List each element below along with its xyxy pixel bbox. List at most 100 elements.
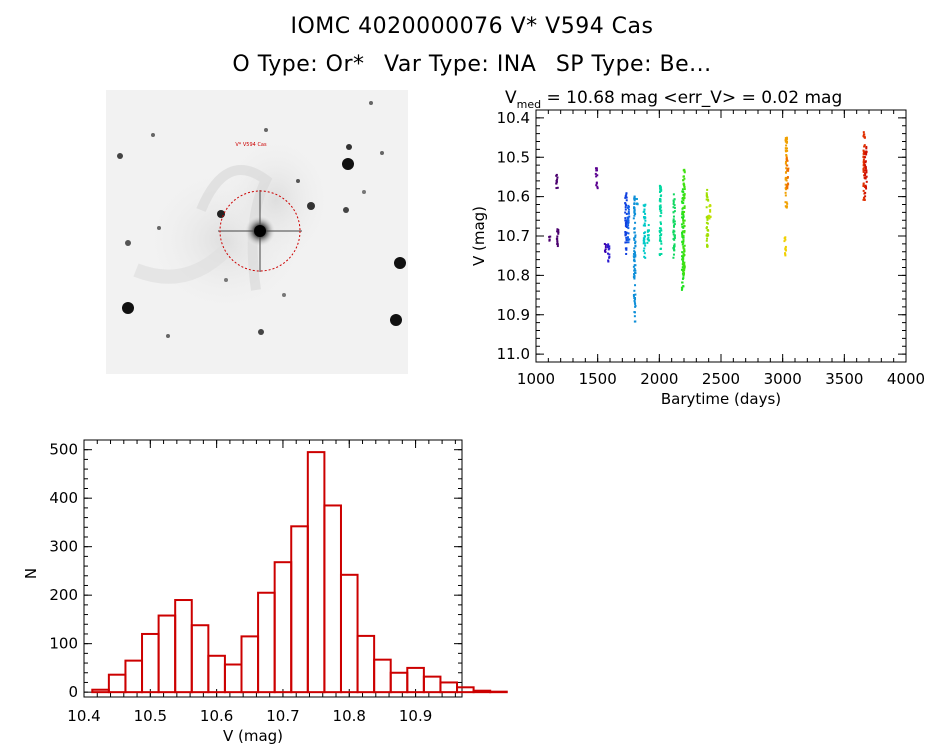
light-curve-point bbox=[683, 265, 686, 268]
light-curve-point bbox=[659, 237, 662, 240]
light-curve-point bbox=[624, 196, 627, 199]
light-curve-point bbox=[658, 184, 661, 187]
light-curve-point bbox=[659, 188, 662, 191]
light-curve-point bbox=[683, 249, 686, 252]
light-curve-point bbox=[864, 151, 867, 154]
light-curve-point bbox=[595, 181, 598, 184]
light-curve-point bbox=[634, 236, 637, 239]
light-curve-point bbox=[644, 212, 647, 215]
light-curve-point bbox=[784, 138, 787, 141]
light-curve-point bbox=[865, 187, 868, 190]
histogram-xlabel: V (mag) bbox=[223, 727, 283, 745]
light-curve-point bbox=[642, 204, 645, 207]
light-curve-point bbox=[633, 209, 636, 212]
light-curve-point bbox=[557, 231, 560, 234]
histogram-bar bbox=[356, 634, 376, 694]
light-curve-point bbox=[681, 197, 684, 200]
light-curve-point bbox=[784, 171, 787, 174]
light-curve-point bbox=[705, 195, 708, 198]
light-curve-point bbox=[633, 250, 636, 253]
light-curve-point bbox=[658, 198, 661, 201]
light-curve-point bbox=[625, 192, 628, 195]
light-curve-point bbox=[783, 240, 786, 243]
light-curve-point bbox=[864, 177, 867, 180]
light-curve-point bbox=[786, 168, 789, 171]
light-curve-point bbox=[786, 202, 789, 205]
light-curve-point bbox=[625, 238, 628, 241]
light-curve-frame bbox=[535, 109, 907, 363]
light-curve-point bbox=[627, 224, 630, 227]
light-curve-point bbox=[682, 234, 685, 237]
light-curve-point bbox=[672, 229, 675, 232]
light-curve-point bbox=[633, 227, 636, 230]
light-curve-point bbox=[555, 237, 558, 240]
light-curve-point bbox=[787, 183, 790, 186]
light-curve-point bbox=[604, 243, 607, 246]
hist-x-tick-label: 10.7 bbox=[266, 707, 299, 725]
light-curve-point bbox=[707, 199, 710, 202]
light-curve-point bbox=[632, 259, 635, 262]
light-curve-point bbox=[643, 235, 646, 238]
histogram-bar bbox=[141, 632, 160, 694]
light-curve-point bbox=[682, 234, 685, 237]
light-curve-point bbox=[683, 244, 686, 247]
light-curve-point bbox=[681, 190, 684, 193]
light-curve-point bbox=[633, 299, 636, 302]
light-curve-point bbox=[864, 184, 867, 187]
light-curve-point bbox=[659, 215, 662, 218]
light-curve-point bbox=[682, 221, 685, 224]
light-curve-point bbox=[627, 222, 630, 225]
light-curve-point bbox=[862, 185, 865, 188]
hist-y-tick-label: 200 bbox=[49, 586, 78, 604]
light-curve-point bbox=[862, 159, 865, 162]
light-curve-point bbox=[643, 231, 646, 234]
light-curve-point bbox=[642, 210, 645, 213]
light-curve-point bbox=[708, 215, 711, 218]
light-curve-point bbox=[705, 227, 708, 230]
light-curve-point bbox=[555, 182, 558, 185]
light-curve-point bbox=[658, 254, 661, 257]
y-tick-label: 10.9 bbox=[497, 306, 530, 324]
x-tick-label: 2000 bbox=[640, 370, 678, 388]
light-curve-point bbox=[683, 261, 686, 264]
light-curve-point bbox=[632, 275, 635, 278]
light-curve-point bbox=[626, 236, 629, 239]
light-curve-point bbox=[624, 195, 627, 198]
light-curve-point bbox=[682, 191, 685, 194]
light-curve-point bbox=[625, 196, 628, 199]
histogram-bar bbox=[339, 573, 359, 694]
light-curve-point bbox=[607, 259, 610, 262]
light-curve-point bbox=[682, 285, 685, 288]
light-curve-point bbox=[660, 252, 663, 255]
light-curve-point bbox=[682, 197, 685, 200]
light-curve-point bbox=[624, 208, 627, 211]
light-curve-point bbox=[596, 185, 599, 188]
light-curve-point bbox=[706, 245, 709, 248]
light-curve-point bbox=[633, 267, 636, 270]
light-curve-point bbox=[608, 253, 611, 256]
hist-x-tick-label: 10.8 bbox=[333, 707, 366, 725]
light-curve-point bbox=[864, 172, 867, 175]
light-curve-point bbox=[658, 199, 661, 202]
light-curve-point bbox=[683, 205, 686, 208]
light-curve-point bbox=[625, 225, 628, 228]
light-curve-point bbox=[633, 264, 636, 267]
light-curve-point bbox=[632, 276, 635, 279]
light-curve-point bbox=[658, 227, 661, 230]
light-curve-point bbox=[625, 247, 628, 250]
light-curve-point bbox=[864, 165, 867, 168]
light-curve-point bbox=[659, 204, 662, 207]
light-curve-point bbox=[557, 230, 560, 233]
light-curve-point bbox=[672, 256, 675, 259]
light-curve-point bbox=[632, 217, 635, 220]
light-curve-point bbox=[865, 152, 868, 155]
light-curve-point bbox=[786, 187, 789, 190]
light-curve-point bbox=[627, 241, 630, 244]
light-curve-point bbox=[783, 237, 786, 240]
light-curve-point bbox=[682, 198, 685, 201]
light-curve-point bbox=[681, 241, 684, 244]
light-curve-point bbox=[682, 242, 685, 245]
light-curve-point bbox=[683, 186, 686, 189]
light-curve-point bbox=[681, 212, 684, 215]
light-curve-point bbox=[865, 150, 868, 153]
